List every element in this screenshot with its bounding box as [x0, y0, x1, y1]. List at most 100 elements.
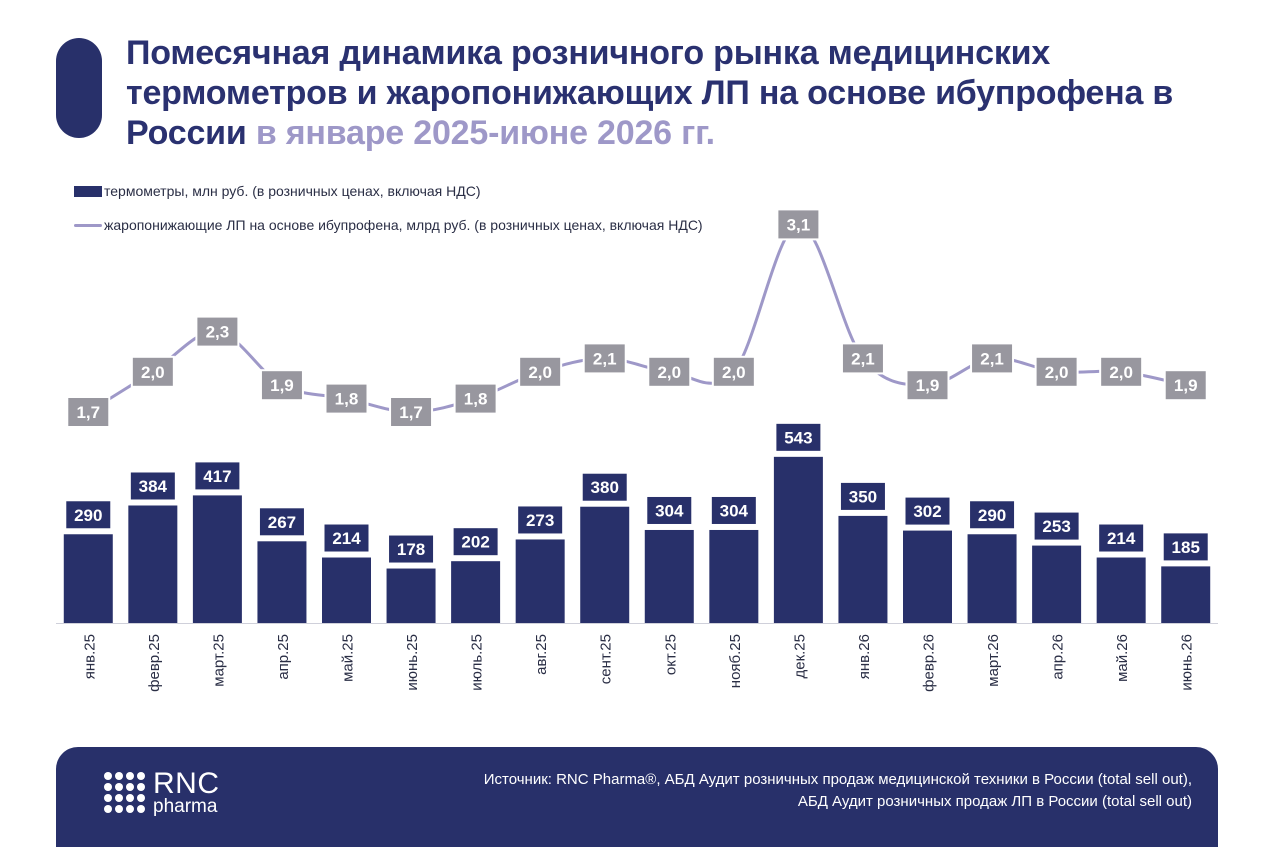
legend-label-bars: термометры, млн руб. (в розничных ценах,…: [104, 183, 481, 199]
line-value-label: 2,3: [206, 323, 230, 342]
bar-label-box-март.26: [968, 499, 1017, 531]
line-label-box-май.25: [324, 382, 369, 415]
bar-value-label: 202: [461, 533, 489, 552]
x-tick-label: июнь.25: [404, 634, 421, 691]
logo-dots-icon: [104, 772, 145, 813]
bar-июнь.26: [1161, 566, 1211, 623]
line-value-label: 2,0: [1045, 363, 1069, 382]
bar-нояб.25: [709, 529, 759, 623]
bar-июль.25: [451, 561, 501, 623]
chart-legend: термометры, млн руб. (в розничных ценах,…: [74, 180, 703, 248]
bar-label-box-апр.26: [1032, 510, 1081, 542]
logo-rnc-text: RNC: [153, 767, 220, 800]
bar-авг.25: [515, 539, 565, 623]
x-tick-label: февр.26: [921, 634, 938, 692]
x-tick-label: сент.25: [598, 634, 615, 684]
bar-value-label: 384: [139, 477, 168, 496]
line-value-label: 2,0: [141, 363, 165, 382]
bar-янв.25: [63, 534, 113, 623]
bar-дек.25: [773, 456, 823, 623]
title-accent-pill: [56, 38, 102, 138]
line-label-box-янв.25: [66, 396, 111, 428]
line-value-label: 1,7: [76, 403, 100, 422]
x-tick-label: март.26: [985, 634, 1002, 687]
bar-label-box-май.26: [1097, 522, 1146, 554]
bar-value-label: 304: [720, 501, 749, 520]
x-tick-label: май.26: [1114, 634, 1131, 682]
line-label-box-июнь.25: [389, 396, 434, 428]
x-tick-label: янв.26: [856, 634, 873, 679]
line-value-label: 2,0: [1109, 363, 1133, 382]
bar-label-box-июнь.26: [1161, 531, 1210, 563]
source-line-1: Источник: RNC Pharma®, АБД Аудит розничн…: [483, 771, 1192, 788]
line-value-label: 2,0: [657, 363, 681, 382]
logo-pharma-text: pharma: [153, 796, 218, 817]
bar-февр.25: [128, 505, 178, 623]
bar-value-label: 178: [397, 540, 425, 559]
legend-item-bars: термометры, млн руб. (в розничных ценах,…: [74, 180, 703, 202]
bar-май.26: [1096, 557, 1146, 623]
line-label-box-сент.25: [582, 342, 627, 375]
x-tick-label: авг.25: [533, 634, 550, 675]
line-value-label: 2,1: [593, 349, 617, 368]
x-tick-label: июнь.26: [1179, 634, 1196, 691]
line-label-box-апр.25: [259, 369, 304, 402]
bar-label-box-май.25: [322, 522, 371, 554]
bar-value-label: 185: [1172, 538, 1200, 557]
bar-label-box-февр.25: [128, 470, 177, 502]
line-label-box-июль.25: [453, 382, 498, 415]
bar-label-box-янв.26: [838, 480, 887, 512]
x-tick-label: март.25: [210, 634, 227, 687]
bar-value-label: 543: [784, 428, 812, 447]
bar-label-box-апр.25: [257, 506, 306, 538]
bar-окт.25: [644, 529, 694, 623]
bar-value-label: 417: [203, 467, 231, 486]
x-tick-label: апр.25: [275, 634, 292, 680]
line-label-box-март.26: [970, 342, 1015, 375]
bar-value-label: 290: [978, 506, 1006, 525]
chart-area: 290 384 417 267 214 178 202 273 380 304 304 543 350 3…: [56, 208, 1218, 692]
line-value-label: 2,0: [528, 363, 552, 382]
bar-value-label: 273: [526, 511, 554, 530]
bar-value-label: 290: [74, 506, 102, 525]
line-value-label: 2,1: [980, 349, 1004, 368]
bar-label-box-авг.25: [516, 504, 565, 536]
bar-label-box-июль.25: [451, 526, 500, 558]
bar-label-box-янв.25: [64, 499, 113, 531]
x-tick-label: май.25: [340, 634, 357, 682]
legend-bar-swatch: [74, 185, 102, 197]
source-line-2: АБД Аудит розничных продаж ЛП в России (…: [797, 793, 1192, 810]
line-value-label: 3,1: [787, 215, 811, 234]
bar-value-label: 253: [1042, 517, 1070, 536]
bar-value-label: 380: [591, 478, 619, 497]
bar-label-box-июнь.25: [387, 533, 436, 565]
line-value-label: 1,9: [1174, 376, 1198, 395]
footer-bar: RNC pharma Источник: RNC Pharma®, АБД Ау…: [56, 747, 1218, 847]
bar-value-label: 350: [849, 487, 877, 506]
title-main: Помесячная динамика розничного рынка мед…: [126, 34, 1174, 152]
bar-янв.26: [838, 515, 888, 623]
bar-label-box-дек.25: [774, 421, 823, 453]
line-label-box-авг.25: [518, 355, 563, 388]
bar-label-box-окт.25: [645, 494, 694, 526]
bar-июнь.25: [386, 568, 436, 623]
line-label-box-март.25: [195, 315, 240, 348]
x-tick-label: февр.25: [146, 634, 163, 692]
line-value-label: 2,0: [722, 363, 746, 382]
bar-март.25: [192, 495, 242, 623]
rnc-pharma-logo: RNC pharma: [104, 769, 220, 816]
line-value-label: 1,7: [399, 403, 423, 422]
bar-label-box-сент.25: [580, 471, 629, 503]
line-label-box-февр.26: [905, 369, 950, 402]
line-label-box-май.26: [1099, 355, 1144, 388]
line-value-label: 1,8: [464, 390, 488, 409]
bar-апр.26: [1032, 545, 1082, 623]
legend-item-line: жаропонижающие ЛП на основе ибупрофена, …: [74, 214, 703, 236]
line-value-label: 1,9: [270, 376, 294, 395]
line-value-label: 2,1: [851, 349, 875, 368]
bar-label-box-нояб.25: [709, 494, 758, 526]
bar-май.25: [322, 557, 371, 623]
bar-label-box-март.25: [193, 460, 242, 492]
bar-сент.25: [580, 506, 630, 623]
line-value-label: 1,8: [335, 390, 359, 409]
